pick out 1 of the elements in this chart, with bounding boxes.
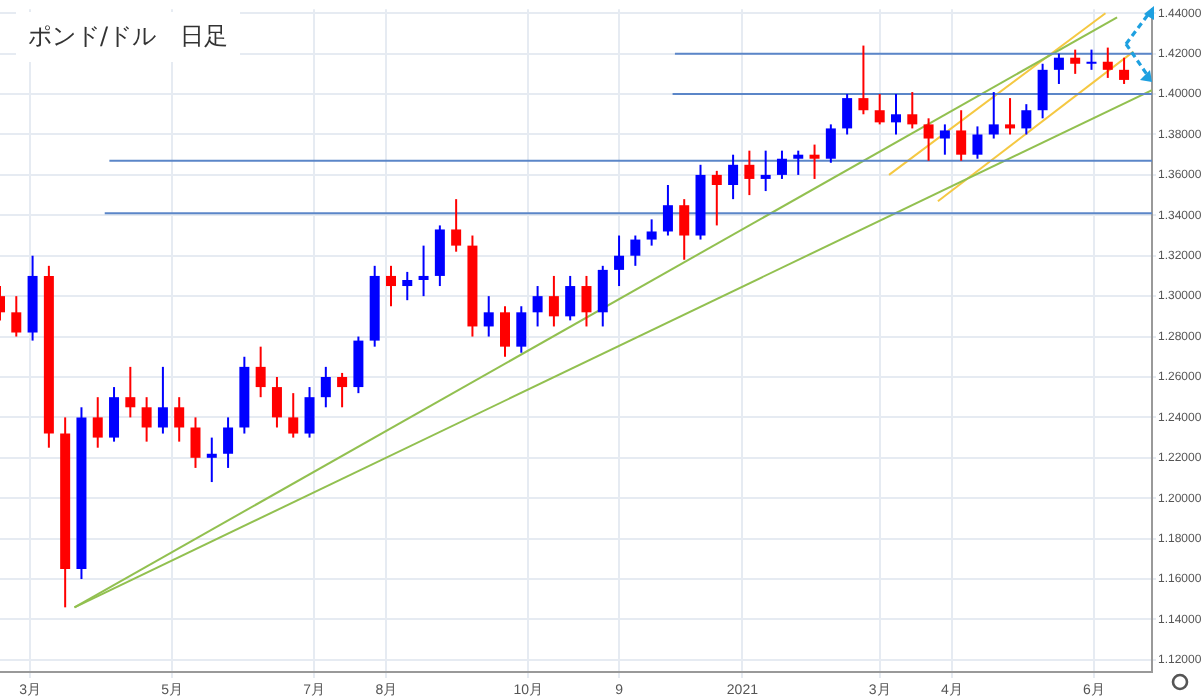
text: ポンド/ドル 日足 [16,12,241,62]
